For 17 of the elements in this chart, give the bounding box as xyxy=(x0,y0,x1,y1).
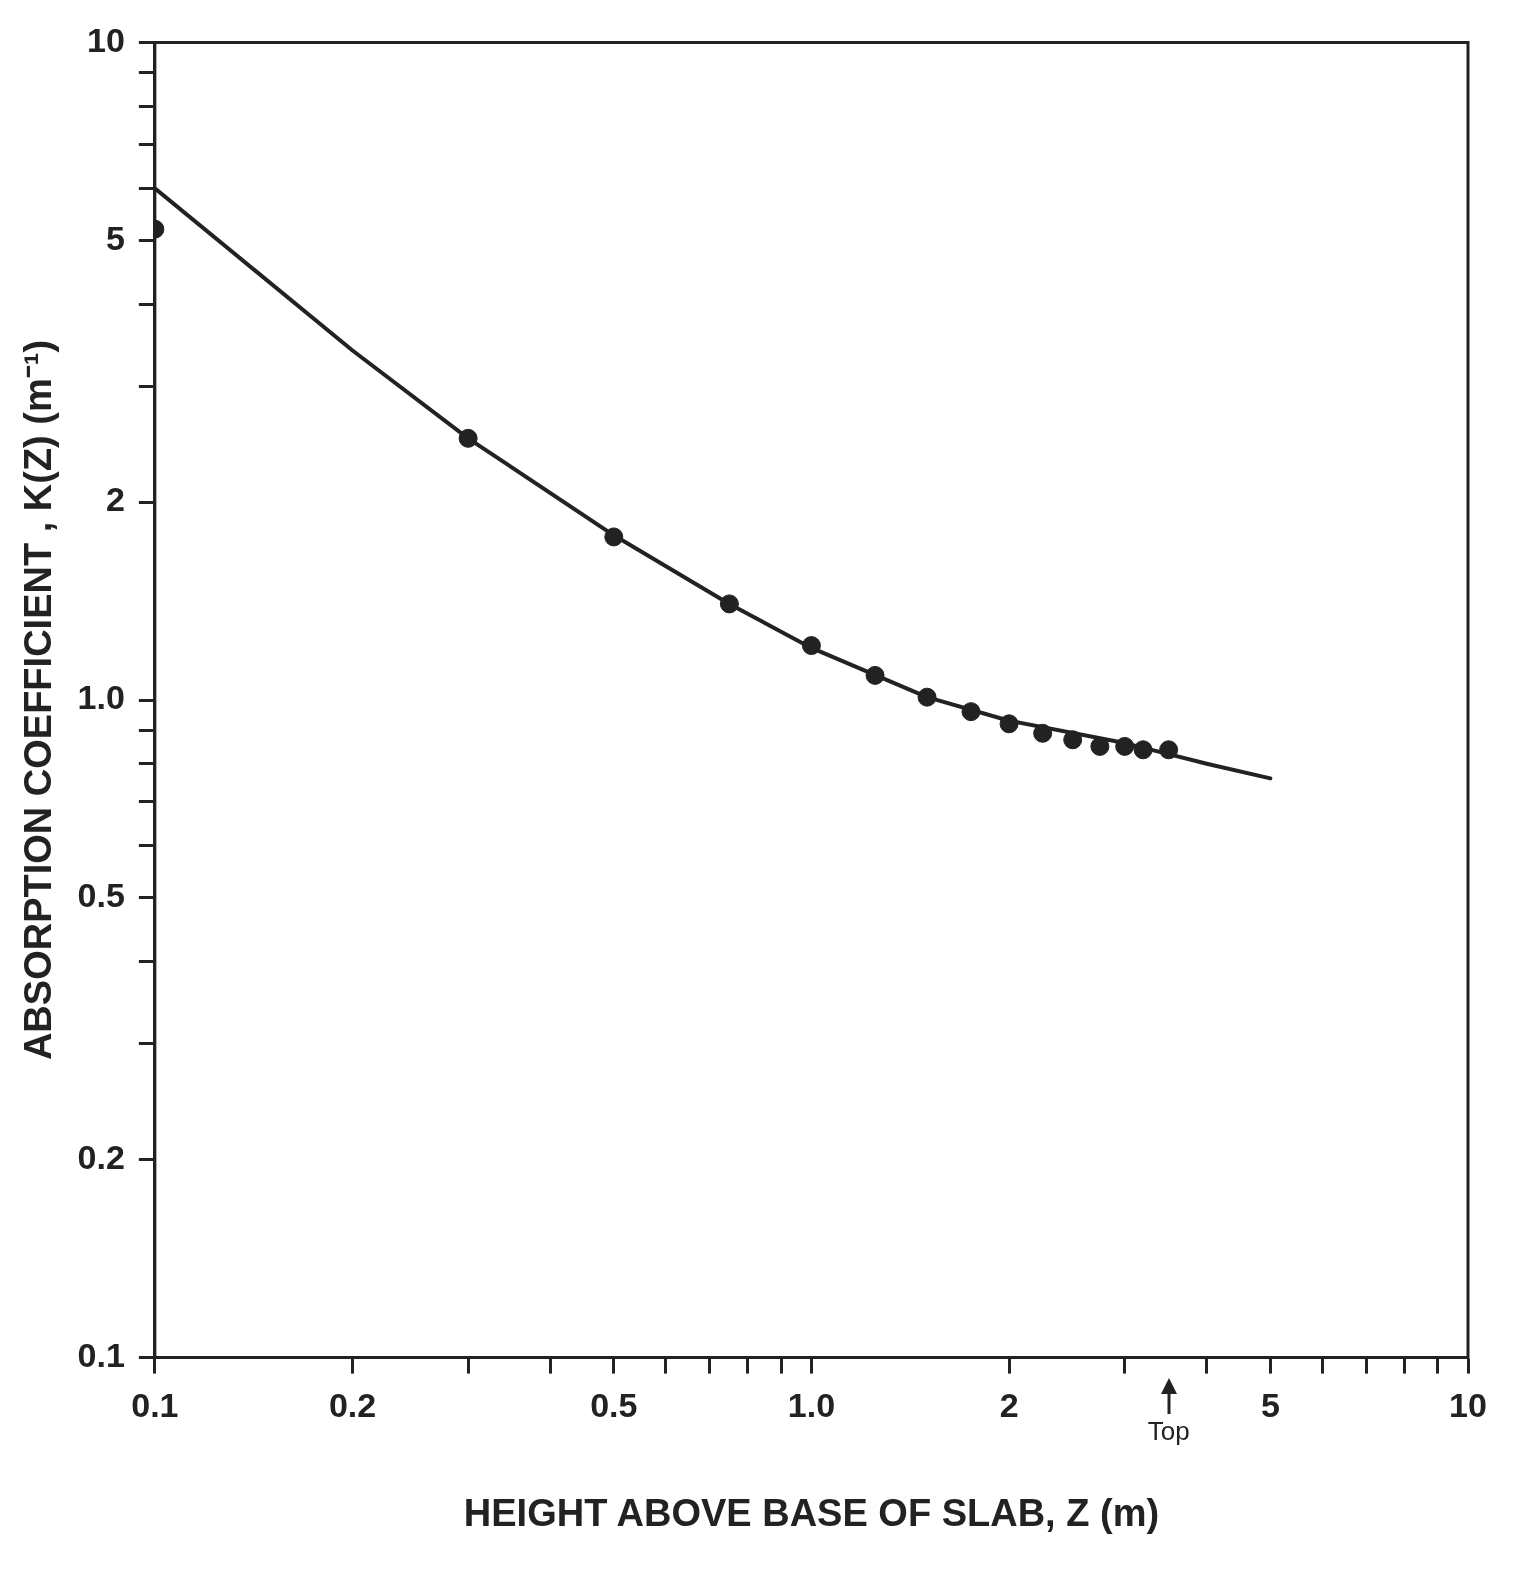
text: Top xyxy=(1147,1415,1190,1446)
y-tick-label: 10 xyxy=(87,20,125,59)
x-tick-label: 0.2 xyxy=(328,1386,377,1425)
x-tick-label: 10 xyxy=(1449,1386,1487,1425)
x-axis-title: HEIGHT ABOVE BASE OF SLAB, Z (m) xyxy=(463,1491,1160,1534)
x-tick-label: 0.1 xyxy=(131,1386,179,1425)
y-tick-label: 0.5 xyxy=(77,876,125,915)
x-tick-label: 5 xyxy=(1260,1386,1280,1425)
y-axis-title: ABSORPTION COEFFICIENT , K(Z) (m⁻¹) xyxy=(17,339,60,1061)
y-tick-label: 0.2 xyxy=(77,1138,125,1177)
y-tick-label: 5 xyxy=(105,218,125,257)
y-tick-label: 1.0 xyxy=(77,678,125,717)
x-tick-label: 0.5 xyxy=(590,1386,638,1425)
x-tick-label: 2 xyxy=(999,1386,1019,1425)
y-tick-label: 2 xyxy=(105,480,125,519)
x-tick-label: 1.0 xyxy=(787,1386,836,1425)
y-tick-label: 0.1 xyxy=(77,1335,125,1374)
